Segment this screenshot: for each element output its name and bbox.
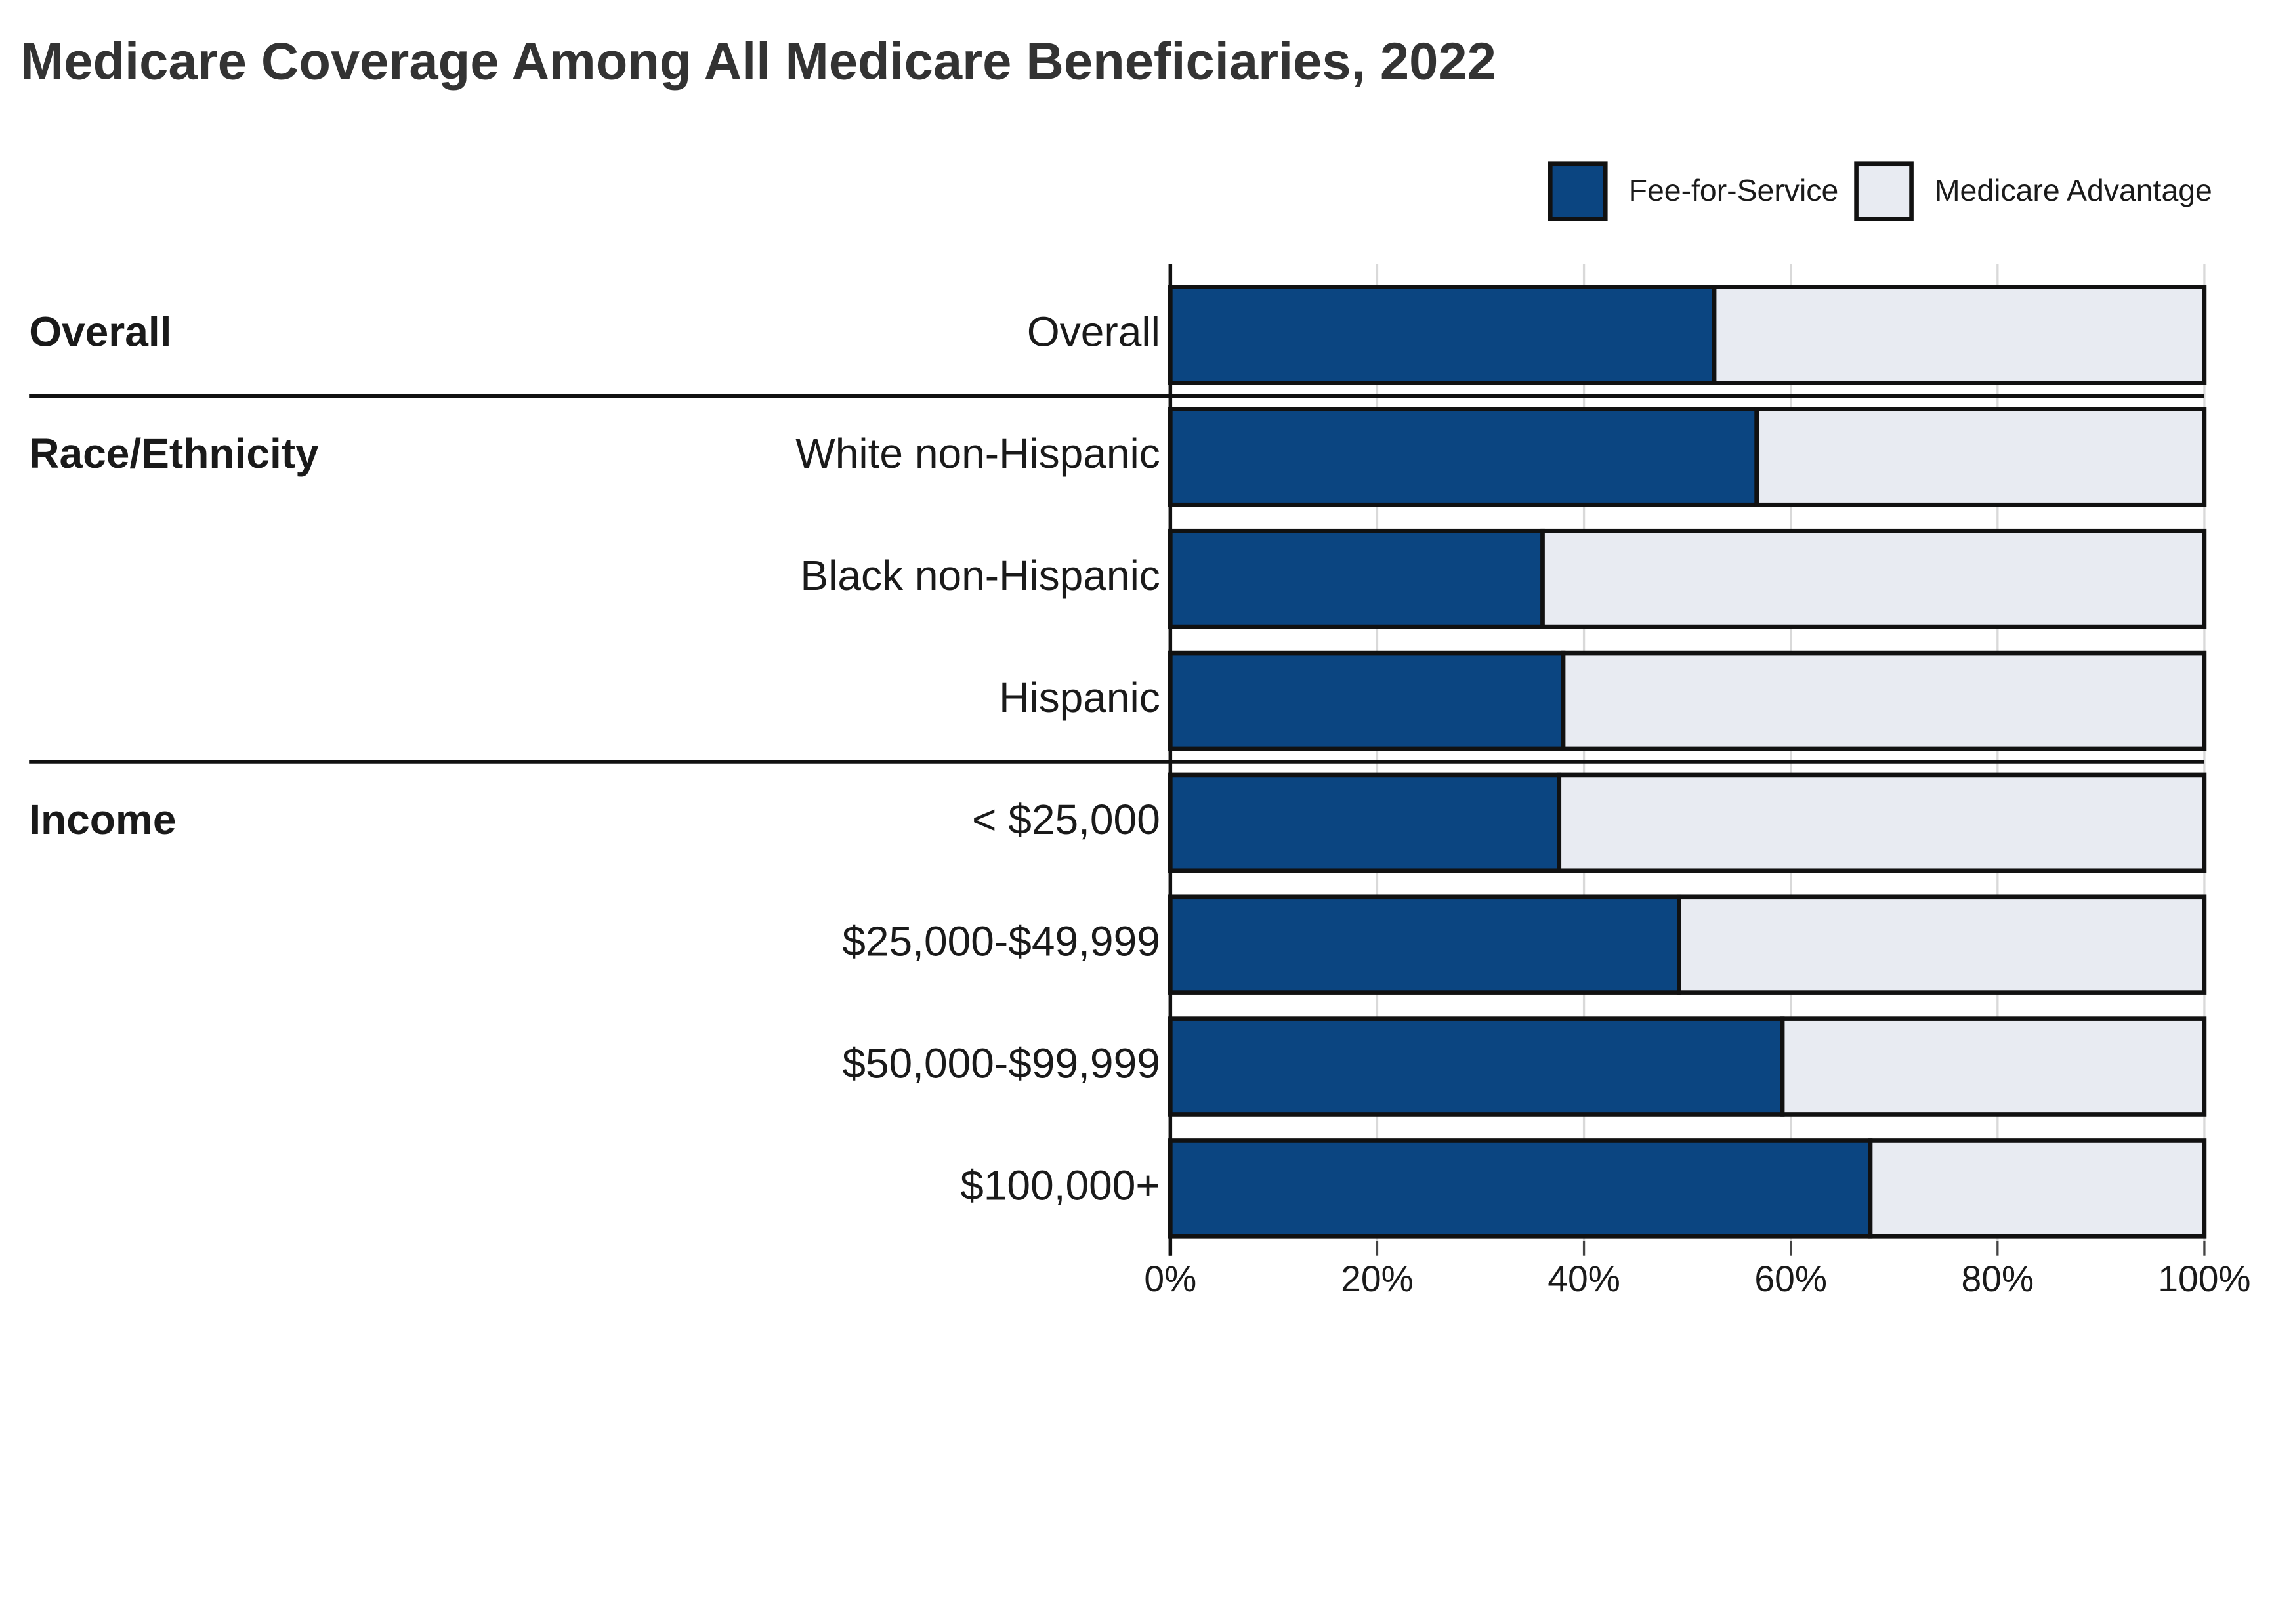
y-tick-label: Black non-Hispanic [800,552,1160,599]
bar-segment [1168,772,1562,873]
bar-segment [1168,407,1759,507]
bar-segment [1780,1016,2207,1117]
bar-segment [1168,650,1566,751]
bar-segment [1754,407,2207,507]
y-tick-label: Overall [1027,308,1160,355]
bar-segment [1868,1138,2207,1239]
bar-segment [1677,894,2207,995]
x-tick-label: 20% [1341,1259,1414,1299]
chart-title: Medicare Coverage Among All Medicare Ben… [20,31,1496,90]
bar-segment [1168,894,1681,995]
y-tick-label: < $25,000 [972,796,1160,843]
x-tick-label: 80% [1962,1259,2034,1299]
group-label: Income [29,796,176,843]
y-tick-label: $50,000-$99,999 [842,1039,1160,1087]
y-tick-label: $100,000+ [960,1161,1160,1209]
bar-segment [1168,1138,1873,1239]
x-tick-label: 0% [1144,1259,1196,1299]
legend-swatch [1854,161,1914,221]
group-label: Race/Ethnicity [29,430,319,477]
bar-segment [1540,528,2207,629]
x-tick-label: 60% [1754,1259,1827,1299]
x-tick-label: 100% [2158,1259,2250,1299]
legend-swatch [1548,161,1608,221]
bar-segment [1561,650,2207,751]
y-tick-label: $25,000-$49,999 [842,918,1160,965]
legend-label: Medicare Advantage [1935,173,2212,207]
x-tick-label: 40% [1548,1259,1620,1299]
y-tick-label: White non-Hispanic [795,430,1160,477]
bar-segment [1168,528,1545,629]
group-label: Overall [29,308,171,355]
y-tick-label: Hispanic [999,674,1160,721]
bar-segment [1168,1016,1785,1117]
bar-segment [1712,285,2207,385]
legend-label: Fee-for-Service [1629,173,1839,207]
bar-segment [1557,772,2207,873]
bar-segment [1168,285,1717,385]
